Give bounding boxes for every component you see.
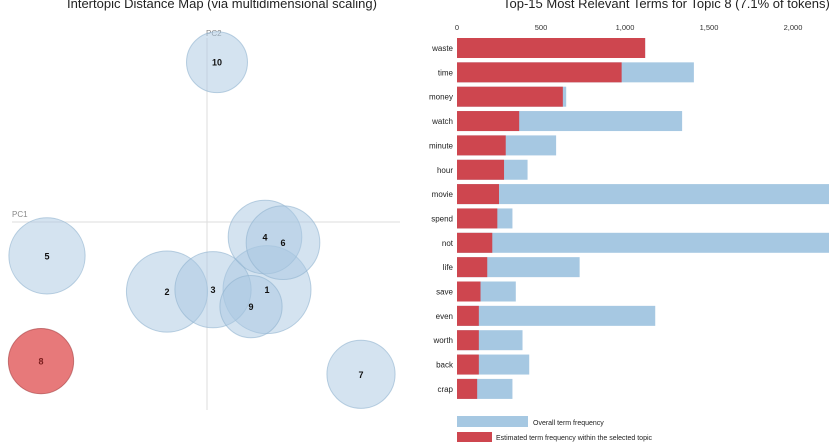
topic-label-10[interactable]: 10 (212, 58, 222, 68)
term-label-worth[interactable]: worth (432, 336, 453, 345)
term-label-time[interactable]: time (438, 68, 454, 77)
legend-overall-swatch (457, 416, 528, 427)
term-label-back[interactable]: back (436, 361, 454, 370)
topic-label-8[interactable]: 8 (38, 357, 43, 367)
topic-frequency-bar-watch[interactable] (457, 111, 520, 132)
topic-label-1[interactable]: 1 (264, 285, 269, 295)
topic-circle-7[interactable] (326, 339, 396, 409)
term-label-money[interactable]: money (429, 93, 453, 102)
term-label-life[interactable]: life (443, 263, 454, 272)
topic-frequency-bar-hour[interactable] (457, 159, 505, 180)
relevant-terms-title: Top-15 Most Relevant Terms for Topic 8 (… (503, 0, 829, 11)
topic-frequency-bar-minute[interactable] (457, 135, 506, 156)
topic-label-6[interactable]: 6 (280, 238, 285, 248)
topic-frequency-bar-not[interactable] (457, 232, 493, 253)
topic-label-7[interactable]: 7 (358, 370, 363, 380)
topic-frequency-bar-money[interactable] (457, 86, 563, 107)
topic-circle-8[interactable] (7, 327, 75, 395)
topic-label-5[interactable]: 5 (44, 251, 49, 261)
topic-frequency-bar-waste[interactable] (457, 38, 646, 58)
topic-frequency-bar-save[interactable] (457, 281, 481, 302)
topic-circle-9[interactable] (219, 274, 283, 339)
legend-topic-label: Estimated term frequency within the sele… (496, 435, 653, 442)
topic-label-3[interactable]: 3 (210, 285, 215, 295)
topic-circle-5[interactable] (8, 217, 86, 295)
term-label-watch[interactable]: watch (431, 117, 453, 126)
topic-frequency-bar-life[interactable] (457, 257, 488, 278)
x-tick-label: 500 (535, 23, 548, 32)
x-tick-label: 1,000 (616, 23, 635, 32)
overall-frequency-bar-movie[interactable] (457, 184, 829, 205)
term-label-movie[interactable]: movie (432, 190, 454, 199)
topic-label-2[interactable]: 2 (164, 287, 169, 297)
term-label-hour[interactable]: hour (437, 166, 453, 175)
overall-frequency-bar-not[interactable] (457, 232, 829, 253)
topic-label-4[interactable]: 4 (262, 233, 267, 243)
overall-frequency-bar-even[interactable] (457, 305, 656, 326)
term-label-waste[interactable]: waste (431, 44, 453, 53)
term-label-not[interactable]: not (442, 239, 454, 248)
topic-label-9[interactable]: 9 (248, 302, 253, 312)
topic-frequency-bar-spend[interactable] (457, 208, 498, 229)
topic-circle-10[interactable] (186, 31, 248, 94)
legend-topic-swatch (457, 432, 492, 442)
topic-frequency-bar-time[interactable] (457, 62, 622, 83)
overall-frequency-bar-life[interactable] (457, 257, 580, 278)
topic-frequency-bar-crap[interactable] (457, 378, 478, 399)
topic-frequency-bar-back[interactable] (457, 354, 479, 375)
term-label-spend[interactable]: spend (431, 214, 453, 223)
term-label-even[interactable]: even (436, 312, 453, 321)
x-tick-label: 2,000 (784, 23, 803, 32)
relevant-terms-canvas: 0 500 1,000 1,500 2,000 waste time money watch m… (429, 23, 829, 442)
topic-frequency-bar-worth[interactable] (457, 330, 479, 351)
legend: Overall term frequency Estimated term fr… (457, 416, 653, 442)
topic-frequency-bar-even[interactable] (457, 305, 479, 326)
term-label-minute[interactable]: minute (429, 141, 454, 150)
term-label-crap[interactable]: crap (437, 385, 453, 394)
pc1-axis-label: PC1 (12, 210, 28, 219)
topic-circle-6[interactable] (245, 205, 321, 280)
relevant-terms-chart: Top-15 Most Relevant Terms for Topic 8 (… (400, 0, 829, 442)
x-tick-label: 0 (455, 23, 459, 32)
intertopic-map-title: Intertopic Distance Map (via multidimens… (67, 0, 377, 11)
legend-overall-label: Overall term frequency (533, 420, 604, 427)
topic-frequency-bar-movie[interactable] (457, 184, 499, 205)
x-tick-label: 1,500 (700, 23, 719, 32)
intertopic-distance-map: Intertopic Distance Map (via multidimens… (0, 0, 414, 442)
term-label-save[interactable]: save (436, 288, 453, 297)
